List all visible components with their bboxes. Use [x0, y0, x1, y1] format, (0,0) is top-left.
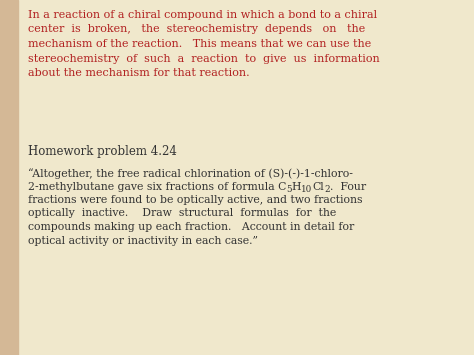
Text: 2-methylbutane gave six fractions of formula C: 2-methylbutane gave six fractions of for…	[28, 181, 286, 191]
Text: 10: 10	[301, 185, 313, 194]
Text: about the mechanism for that reaction.: about the mechanism for that reaction.	[28, 68, 250, 78]
Text: “Altogether, the free radical chlorination of (S)-(-)-1-chloro-: “Altogether, the free radical chlorinati…	[28, 168, 353, 179]
Text: .  Four: . Four	[330, 181, 366, 191]
Text: mechanism of the reaction.   This means that we can use the: mechanism of the reaction. This means th…	[28, 39, 371, 49]
Text: H: H	[292, 181, 301, 191]
Text: fractions were found to be optically active, and two fractions: fractions were found to be optically act…	[28, 195, 363, 205]
Text: stereochemistry  of  such  a  reaction  to  give  us  information: stereochemistry of such a reaction to gi…	[28, 54, 380, 64]
Text: In a reaction of a chiral compound in which a bond to a chiral: In a reaction of a chiral compound in wh…	[28, 10, 377, 20]
Text: optical activity or inactivity in each case.”: optical activity or inactivity in each c…	[28, 235, 258, 246]
Text: Homework problem 4.24: Homework problem 4.24	[28, 145, 177, 158]
Text: Cl: Cl	[313, 181, 324, 191]
Text: 2: 2	[324, 185, 330, 194]
Bar	[0, 0, 18, 355]
Text: compounds making up each fraction.   Account in detail for: compounds making up each fraction. Accou…	[28, 222, 354, 232]
Text: optically  inactive.    Draw  structural  formulas  for  the: optically inactive. Draw structural form…	[28, 208, 336, 218]
Text: center  is  broken,   the  stereochemistry  depends   on   the: center is broken, the stereochemistry de…	[28, 24, 365, 34]
Text: 5: 5	[286, 185, 292, 194]
